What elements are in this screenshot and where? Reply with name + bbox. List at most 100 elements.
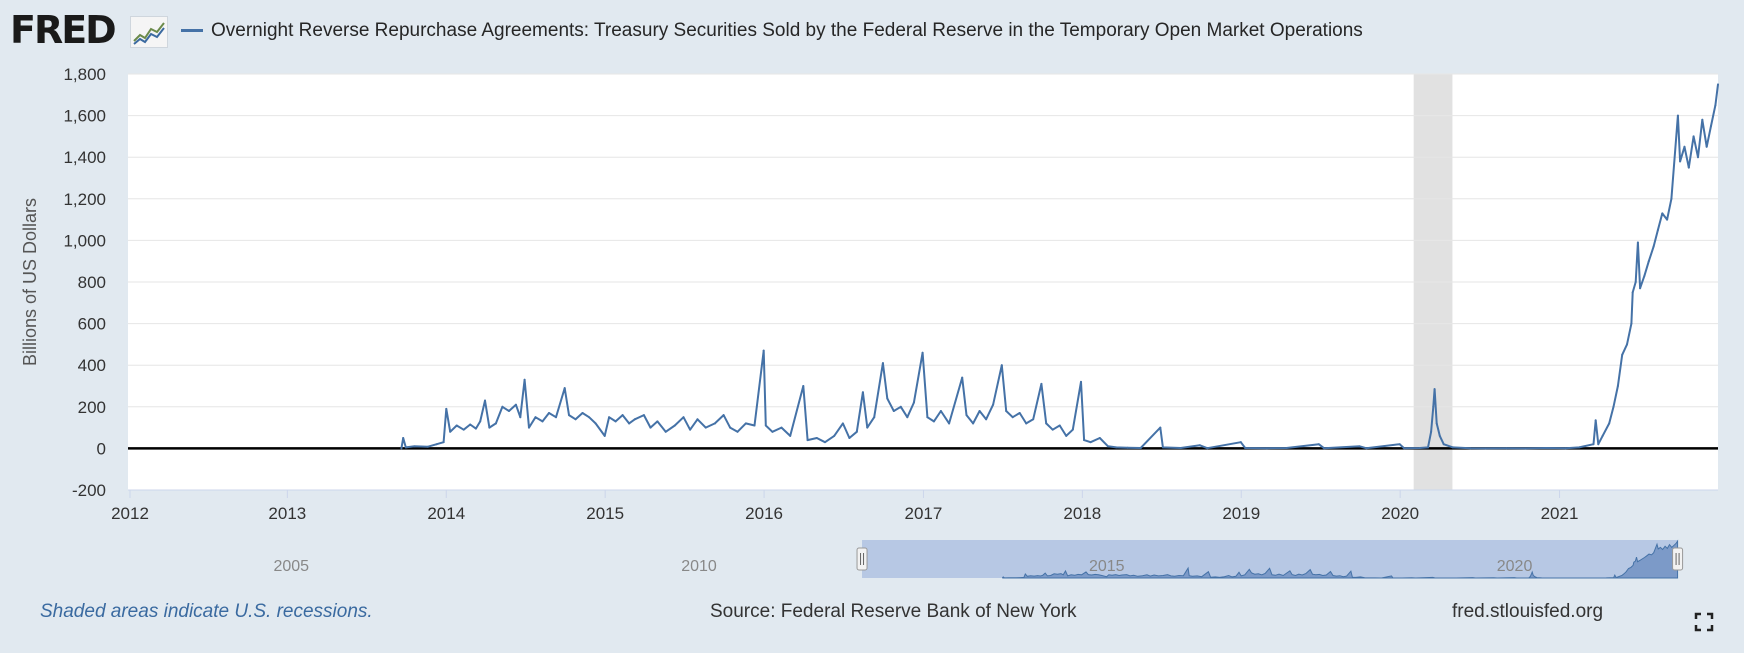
data-point: [1058, 424, 1061, 427]
data-point: [1630, 322, 1633, 325]
navigator-handle-right[interactable]: [1672, 547, 1684, 571]
data-point: [633, 418, 636, 421]
data-point: [1661, 212, 1664, 215]
data-point: [494, 422, 497, 425]
data-point: [873, 416, 876, 419]
navigator-label: 2010: [681, 558, 717, 575]
series-title: Overnight Reverse Repurchase Agreements:…: [211, 20, 1363, 41]
data-point: [704, 426, 707, 429]
data-point: [462, 428, 465, 431]
data-point: [881, 362, 884, 365]
data-point: [642, 414, 645, 417]
x-tick-label: 2015: [586, 504, 624, 523]
y-tick-label: -200: [72, 481, 106, 500]
data-point: [1692, 135, 1695, 138]
data-point: [1025, 422, 1028, 425]
navigator-label: 2020: [1497, 558, 1533, 575]
data-point: [484, 399, 487, 402]
data-point: [673, 424, 676, 427]
data-point: [1683, 145, 1686, 148]
data-point: [736, 430, 739, 433]
data-point: [1597, 443, 1600, 446]
data-point: [413, 445, 416, 448]
data-point: [603, 434, 606, 437]
data-point: [568, 414, 571, 417]
data-point: [1634, 281, 1637, 283]
data-point: [523, 378, 526, 381]
y-axis: -200 0 200 400 600 800 1,000 1,200 1,400 1,600 1,8…: [63, 65, 106, 500]
data-point: [899, 405, 902, 408]
chart: -200 0 200 400 600 800 1,000 1,200 1,400 1,600 1,8…: [20, 65, 1719, 579]
data-point: [1198, 444, 1201, 447]
data-point: [762, 349, 765, 352]
data-point: [855, 430, 858, 433]
data-point: [1608, 422, 1611, 425]
data-point: [1126, 446, 1129, 449]
data-point: [1317, 443, 1320, 446]
data-point: [1701, 118, 1704, 121]
data-point: [1418, 446, 1421, 449]
data-point: [1427, 446, 1430, 449]
data-point: [1639, 287, 1642, 290]
y-tick-label: 1,400: [63, 148, 106, 167]
data-point: [488, 426, 491, 429]
data-point: [1636, 241, 1639, 244]
data-point: [1365, 447, 1368, 450]
data-point: [527, 426, 530, 429]
data-point: [608, 416, 611, 419]
site-link[interactable]: fred.stlouisfed.org: [1452, 601, 1604, 622]
data-point: [932, 420, 935, 423]
data-point: [479, 420, 482, 423]
data-point: [1161, 446, 1164, 449]
data-point: [906, 416, 909, 419]
data-point: [1601, 434, 1604, 437]
data-point: [1705, 145, 1708, 148]
data-point: [921, 351, 924, 354]
x-tick-label: 2014: [427, 504, 465, 523]
data-point: [744, 422, 747, 425]
navigator-label: 2005: [273, 558, 309, 575]
data-point: [771, 430, 774, 433]
fred-logo[interactable]: FRED: [10, 8, 117, 52]
data-point: [789, 434, 792, 437]
data-point: [1206, 447, 1209, 450]
x-tick-label: 2021: [1541, 504, 1579, 523]
x-tick-label: 2018: [1063, 504, 1101, 523]
data-point: [588, 416, 591, 419]
data-point: [541, 420, 544, 423]
data-point: [1621, 353, 1624, 356]
source-text: Source: Federal Reserve Bank of New York: [710, 601, 1077, 622]
data-point: [1666, 218, 1669, 221]
data-point: [764, 424, 767, 427]
data-point: [1656, 229, 1659, 231]
data-point: [1040, 382, 1043, 385]
data-point: [400, 447, 403, 450]
data-point: [449, 430, 452, 433]
data-point: [1564, 447, 1567, 450]
data-point: [402, 437, 405, 439]
navigator-handle-left[interactable]: [856, 547, 868, 571]
data-point: [1083, 439, 1086, 442]
data-point: [1451, 446, 1454, 449]
x-tick-label: 2020: [1381, 504, 1419, 523]
data-point: [628, 422, 631, 425]
data-point: [1051, 428, 1054, 431]
data-point: [753, 424, 756, 427]
data-point: [1676, 114, 1679, 117]
data-point: [534, 416, 537, 419]
data-point: [848, 437, 851, 439]
legend-swatch: [181, 29, 203, 32]
data-point: [1438, 434, 1441, 437]
fullscreen-icon[interactable]: [1694, 612, 1714, 632]
data-point: [1616, 385, 1619, 387]
data-point: [886, 397, 889, 400]
data-point: [824, 441, 827, 444]
data-point: [1244, 446, 1247, 449]
y-tick-label: 1,600: [63, 107, 106, 126]
data-point: [1398, 443, 1401, 446]
x-tick-label: 2017: [905, 504, 943, 523]
data-point: [1089, 441, 1092, 444]
data-point: [474, 427, 477, 430]
data-point: [926, 416, 929, 419]
navigator[interactable]: 2005 2010 2015 2020: [128, 539, 1718, 579]
